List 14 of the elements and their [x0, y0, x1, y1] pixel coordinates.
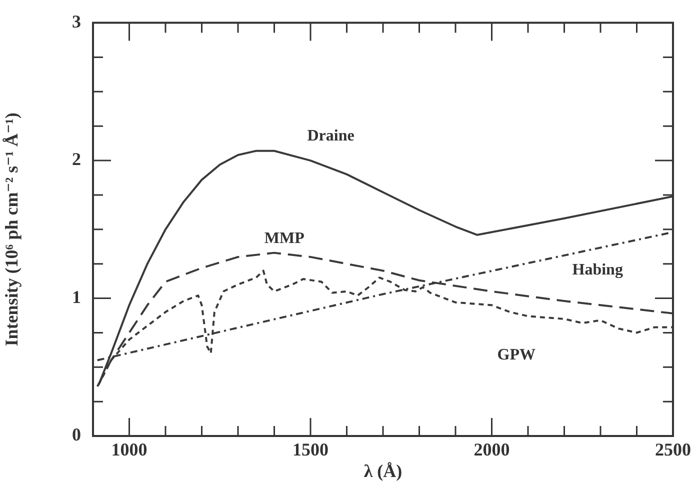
- series-label: MMP: [264, 230, 305, 248]
- series-label: Draine: [307, 127, 354, 144]
- y-axis-title: Intensity (10⁶ ph cm⁻² s⁻¹ Å⁻¹): [1, 112, 22, 346]
- series-label: GPW: [497, 346, 536, 364]
- x-tick-label: 2000: [474, 439, 510, 460]
- y-tick-label: 0: [72, 424, 81, 445]
- x-axis-title: λ (Å): [364, 460, 402, 481]
- x-tick-label: 2500: [655, 439, 691, 460]
- x-tick-label: 1000: [111, 439, 148, 460]
- x-tick-label: 1500: [292, 439, 328, 460]
- y-tick-label: 2: [72, 149, 81, 170]
- y-tick-label: 1: [72, 286, 81, 307]
- series-label: Habing: [572, 261, 623, 278]
- y-tick-label: 3: [72, 11, 81, 32]
